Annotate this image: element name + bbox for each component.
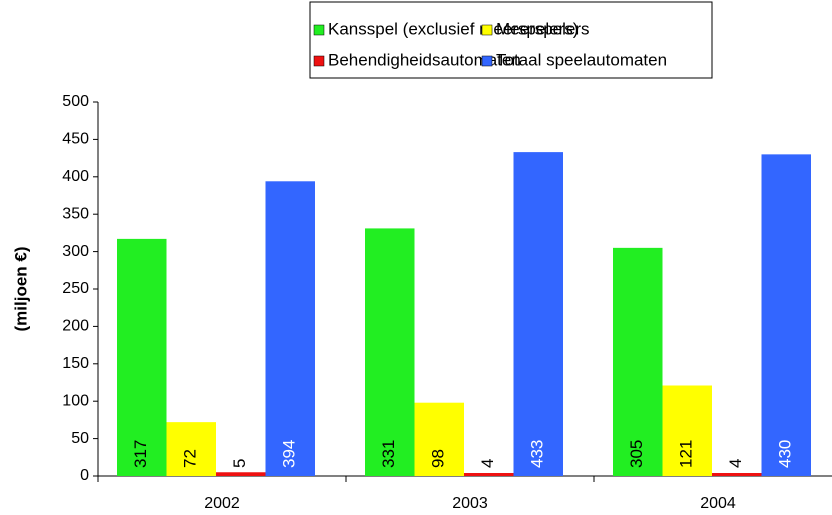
y-tick-label: 450 <box>62 131 89 148</box>
bar <box>414 402 464 476</box>
value-label: 98 <box>429 449 448 468</box>
y-tick-label: 100 <box>62 392 89 409</box>
y-tick-label: 150 <box>62 355 89 372</box>
value-label: 317 <box>131 440 150 468</box>
y-tick-label: 250 <box>62 280 89 297</box>
value-label: 72 <box>181 449 200 468</box>
y-tick-label: 50 <box>71 430 89 447</box>
legend-swatch <box>481 55 493 67</box>
bar <box>662 385 712 476</box>
x-tick-label: 2003 <box>452 495 488 512</box>
bar <box>761 154 811 477</box>
legend-swatch <box>313 24 325 36</box>
value-label: 331 <box>379 440 398 468</box>
value-label: 5 <box>230 459 249 468</box>
value-label: 394 <box>280 440 299 468</box>
bar <box>166 422 216 476</box>
value-label: 430 <box>776 440 795 468</box>
bar <box>117 238 167 476</box>
legend-label: Meerspelers <box>496 19 590 38</box>
legend-swatch <box>313 55 325 67</box>
bar <box>464 473 514 476</box>
bar <box>365 228 415 476</box>
bar <box>513 152 563 476</box>
y-tick-label: 350 <box>62 205 89 222</box>
legend-label: Totaal speelautomaten <box>496 50 667 69</box>
y-tick-label: 300 <box>62 243 89 260</box>
y-tick-label: 400 <box>62 168 89 185</box>
bar <box>712 473 762 476</box>
x-tick-label: 2002 <box>204 495 240 512</box>
y-tick-label: 200 <box>62 318 89 335</box>
bar <box>613 247 663 476</box>
bar <box>216 472 266 476</box>
legend-box <box>309 1 713 79</box>
value-label: 305 <box>627 440 646 468</box>
value-label: 4 <box>478 459 497 468</box>
value-label: 121 <box>677 440 696 468</box>
y-tick-label: 0 <box>80 467 89 484</box>
legend-label: Kansspel (exclusief meerspelers) <box>328 19 578 38</box>
x-tick-label: 2004 <box>700 495 736 512</box>
legend-label: Behendigheidsautomaten <box>328 50 521 69</box>
value-label: 4 <box>726 459 745 468</box>
y-axis-label: (miljoen €) <box>11 246 30 331</box>
legend-swatch <box>481 24 493 36</box>
value-label: 433 <box>528 440 547 468</box>
y-tick-label: 500 <box>62 93 89 110</box>
bar <box>265 181 315 476</box>
